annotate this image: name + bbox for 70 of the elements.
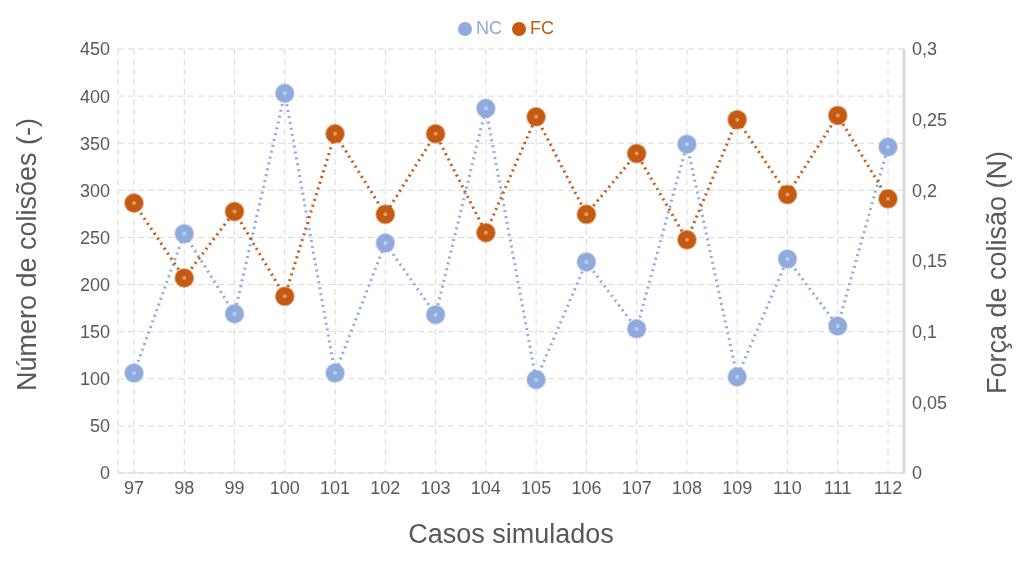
y-axis-title: Número de colisões (-) (11, 117, 42, 391)
point (475, 222, 496, 243)
y2-tick-label: 0,1 (912, 322, 938, 343)
x-tick-label: 107 (621, 477, 652, 498)
point (727, 366, 748, 387)
y-tick-label: 250 (79, 227, 110, 248)
x-tick-label: 109 (722, 477, 753, 498)
y-tick-label: 150 (79, 322, 110, 343)
y2-tick-label: 0,25 (912, 110, 948, 131)
point (827, 105, 848, 126)
y2-tick-label: 0,15 (912, 251, 948, 272)
x-tick-label: 99 (224, 477, 245, 498)
x-tick-label: 104 (470, 477, 501, 498)
x-tick-label: 101 (320, 477, 351, 498)
y2-tick-label: 0 (912, 463, 923, 484)
x-tick-label: 106 (571, 477, 602, 498)
point (224, 201, 245, 222)
point (325, 123, 346, 144)
point (124, 193, 144, 214)
point (878, 136, 898, 157)
point (224, 303, 245, 324)
y-tick-label: 50 (89, 416, 110, 437)
y-tick-label: 450 (79, 39, 110, 60)
point (626, 143, 647, 164)
point (676, 229, 697, 250)
point (475, 98, 496, 119)
point (576, 251, 597, 272)
y-tick-label: 300 (79, 180, 110, 201)
y-tick-label: 400 (79, 86, 110, 107)
x-tick-label: 105 (521, 477, 552, 498)
x-tick-label: 98 (174, 477, 195, 498)
x-axis-title: Casos simulados (408, 519, 614, 549)
y2-tick-label: 0,2 (912, 180, 938, 201)
point (174, 267, 195, 288)
legend-label: NC (476, 18, 502, 38)
y2-tick-label: 0,3 (912, 39, 938, 60)
point (274, 286, 295, 307)
point (124, 363, 144, 384)
point (325, 363, 346, 384)
x-tick-label: 97 (123, 477, 145, 498)
y-tick-label: 100 (79, 369, 110, 390)
x-tick-label: 110 (773, 477, 802, 498)
point (425, 304, 446, 325)
point (827, 316, 848, 337)
point (626, 318, 647, 339)
point (676, 134, 697, 155)
x-tick-label: 112 (873, 477, 903, 498)
point (375, 233, 396, 254)
y-tick-label: 0 (99, 463, 110, 484)
y-tick-label: 200 (79, 274, 110, 295)
x-tick-label: 111 (824, 477, 852, 498)
point (526, 106, 547, 127)
legend-label: FC (530, 18, 554, 38)
x-tick-label: 100 (269, 477, 300, 498)
y2-axis-title: Força de colisão (N) (981, 151, 1012, 395)
x-tick-label: 103 (420, 477, 451, 498)
x-tick-label: 108 (671, 477, 702, 498)
point (727, 109, 748, 130)
point (526, 369, 547, 390)
point (174, 223, 195, 244)
point (375, 204, 396, 225)
point (777, 249, 798, 270)
point (425, 123, 446, 144)
point (576, 204, 597, 225)
point (878, 188, 898, 209)
y2-tick-label: 0,05 (912, 392, 948, 413)
y-tick-label: 350 (79, 133, 110, 154)
point (274, 83, 295, 104)
x-tick-label: 102 (370, 477, 401, 498)
point (777, 184, 798, 205)
